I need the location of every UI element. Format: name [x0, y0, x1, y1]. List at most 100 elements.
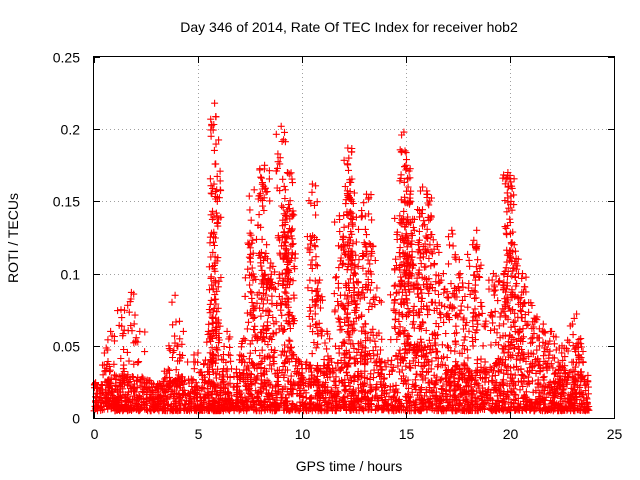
data-point [222, 359, 230, 366]
data-point [218, 368, 226, 376]
data-point [313, 292, 321, 300]
data-point [317, 326, 325, 334]
data-point [405, 384, 412, 392]
data-point [423, 350, 431, 358]
data-point [423, 249, 430, 257]
data-point [519, 382, 527, 390]
data-point [447, 280, 455, 288]
data-point [125, 308, 133, 316]
data-point [491, 372, 499, 379]
data-point [487, 327, 495, 334]
data-point [94, 407, 101, 415]
data-point [267, 402, 275, 410]
data-point [504, 371, 512, 378]
data-point [579, 358, 587, 366]
data-point [258, 235, 266, 243]
data-point [300, 387, 308, 394]
data-point [364, 351, 372, 359]
data-point [237, 389, 245, 397]
data-point [279, 385, 287, 393]
data-point [124, 381, 131, 389]
data-point [368, 303, 376, 311]
data-point [427, 280, 435, 288]
data-point [464, 400, 472, 408]
data-point [495, 278, 503, 286]
y-tick-label: 0.2 [61, 122, 81, 138]
data-point [461, 333, 469, 341]
data-point [360, 199, 368, 207]
data-point [455, 286, 463, 294]
data-point [251, 314, 259, 321]
data-point [210, 213, 218, 221]
data-point [470, 271, 478, 279]
data-point [278, 301, 285, 309]
data-point [507, 353, 515, 361]
data-point [314, 279, 322, 287]
data-point [258, 276, 266, 284]
data-point [248, 391, 256, 399]
data-point [504, 268, 512, 275]
data-point [453, 311, 461, 319]
data-point [539, 374, 547, 382]
data-point-peak [525, 299, 533, 306]
data-point [294, 356, 302, 364]
data-point [265, 175, 273, 183]
data-point [164, 365, 172, 373]
data-point [511, 390, 519, 398]
data-point [228, 392, 236, 400]
data-point [248, 264, 256, 272]
data-point [193, 394, 200, 402]
data-point [403, 243, 411, 251]
data-point [391, 265, 399, 273]
data-point [260, 194, 268, 202]
data-point [490, 287, 498, 295]
data-point [130, 360, 138, 368]
data-point-peak [323, 327, 331, 335]
data-point-peak [410, 226, 418, 234]
data-point-peak [211, 99, 219, 107]
data-point [332, 342, 339, 350]
data-point [427, 342, 435, 350]
data-point [205, 389, 213, 397]
data-point [288, 240, 296, 248]
data-point [238, 340, 246, 347]
data-point-peak [127, 288, 135, 296]
data-point [311, 310, 319, 318]
data-point-peak [212, 160, 220, 168]
data-point-peak [507, 197, 515, 205]
data-point [439, 390, 447, 397]
data-point [311, 401, 319, 409]
data-point [214, 381, 222, 389]
data-point [578, 400, 586, 408]
data-point [417, 297, 425, 305]
data-point [178, 340, 186, 348]
data-point-peak [100, 349, 108, 357]
data-point [495, 361, 503, 368]
data-point [248, 239, 256, 247]
data-point [258, 294, 266, 302]
data-point [346, 354, 353, 362]
data-point [479, 342, 487, 350]
data-point [247, 250, 255, 258]
data-point [257, 372, 265, 380]
data-point-peak [209, 262, 217, 270]
data-point-peak [439, 270, 447, 278]
data-point [467, 369, 475, 377]
data-point [306, 322, 314, 330]
data-point [405, 278, 413, 286]
data-point [411, 362, 419, 370]
data-point-peak [250, 186, 258, 194]
data-point [427, 365, 435, 373]
data-point [350, 284, 358, 292]
data-point [103, 378, 111, 386]
data-point [176, 357, 183, 365]
data-point [193, 402, 201, 410]
data-point [171, 339, 179, 347]
data-point [370, 366, 378, 374]
data-point [328, 387, 336, 395]
data-point [469, 342, 477, 350]
data-point-peak [171, 291, 179, 299]
data-point [410, 318, 417, 326]
data-point [425, 255, 433, 262]
data-point [459, 316, 467, 324]
